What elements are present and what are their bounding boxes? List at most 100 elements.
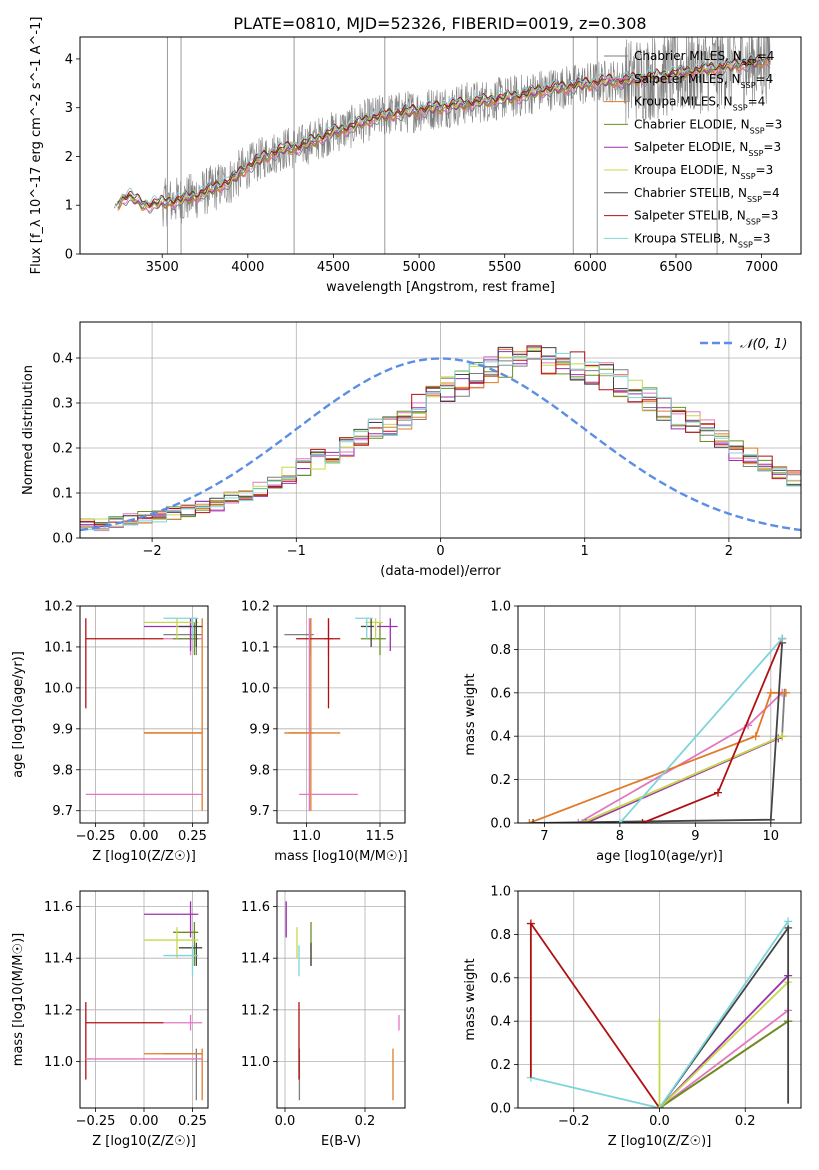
y-tick-label: 0.4 [52, 352, 73, 367]
x-tick-label: 0.2 [735, 1114, 756, 1129]
histogram-chabrier-miles [80, 346, 801, 528]
weight-line [530, 922, 661, 1108]
y-tick-label: 0.0 [52, 532, 73, 547]
plot-content [85, 617, 203, 811]
x-tick-label: 0 [436, 544, 444, 559]
x-tick-label: −0.25 [76, 1114, 116, 1129]
plot-area: 3500 4000 4500 5000 5500 6000 6500 7000 0 1 2 3 4 wav… [11, 17, 802, 1149]
axes-frame [276, 890, 406, 1109]
y-tick-label: 0.1 [52, 487, 73, 502]
legend-count: =3 [753, 231, 771, 245]
y-tick-label: 11.6 [44, 900, 73, 915]
legend-entry: Salpeter MILES, NSSP=4 [634, 72, 773, 90]
y-axis-label: Flux [f_λ 10^-17 erg cm^-2 s^-1 A^-1] [29, 17, 44, 275]
axes-frame [79, 36, 802, 255]
x-tick-label: 0.00 [130, 1114, 159, 1129]
weight-line [619, 637, 783, 823]
weight-line [658, 981, 789, 1108]
weight-line [658, 1009, 789, 1108]
x-tick-label: 10 [763, 829, 780, 844]
model-line-salpeter-stelib [117, 55, 771, 207]
x-tick-label: 7 [540, 829, 548, 844]
legend-subscript: SSP [750, 126, 765, 135]
weight-marker [784, 917, 793, 926]
plot-content [284, 617, 398, 811]
y-tick-label: 0.3 [52, 397, 73, 412]
plot-content [526, 917, 793, 1108]
y-tick-label: 4 [65, 52, 73, 67]
y-tick-label: 9.7 [52, 804, 73, 819]
x-axis-label: age [log10(age/yr)] [596, 849, 723, 864]
y-tick-label: 1.0 [490, 885, 511, 900]
y-tick-label: 0.8 [490, 643, 511, 658]
plot-content [285, 901, 400, 1101]
weight-marker [638, 819, 647, 823]
y-tick-label: 3 [65, 101, 73, 116]
legend-entry: Chabrier MILES, NSSP=4 [634, 49, 774, 67]
x-axis-label: wavelength [Angstrom, rest frame] [326, 280, 555, 295]
x-tick-label: −2 [143, 544, 162, 559]
x-tick-label: 5000 [403, 260, 436, 275]
weight-marker [529, 819, 538, 823]
weight-line [528, 691, 786, 823]
figure-title: PLATE=0810, MJD=52326, FIBERID=0019, z=0… [233, 14, 646, 33]
histogram-salpeter-stelib [80, 345, 801, 526]
histogram-kroupa-stelib [80, 352, 801, 531]
legend-subscript: SSP [748, 149, 763, 158]
x-axis-label: mass [log10(M/M☉)] [274, 849, 407, 864]
x-tick-label: 11.0 [292, 829, 321, 844]
y-tick-label: 9.8 [52, 763, 73, 778]
histogram-chabrier-elodie [80, 350, 801, 525]
x-tick-label: −0.2 [558, 1114, 590, 1129]
y-tick-label: 10.2 [44, 600, 73, 615]
x-tick-label: 0.25 [178, 829, 207, 844]
x-tick-label: −1 [287, 544, 306, 559]
x-tick-label: 0.25 [178, 1114, 207, 1129]
weight-marker [581, 819, 590, 823]
y-tick-label: 9.9 [249, 722, 270, 737]
x-axis-label: Z [log10(Z/Z☉)] [608, 1134, 712, 1149]
weight-line [585, 692, 786, 823]
y-tick-label: 0.8 [490, 928, 511, 943]
legend-entry: Kroupa ELODIE, NSSP=3 [634, 163, 773, 181]
y-tick-label: 0.0 [490, 1102, 511, 1117]
y-tick-label: 11.6 [241, 900, 270, 915]
y-tick-label: 11.4 [241, 952, 270, 967]
histogram-kroupa-miles [80, 348, 801, 530]
axes-massweight-vs-Z: −0.2 0.0 0.2 0.0 0.2 0.4 0.6 0.8 1.0 Z [log10(Z/Z… [463, 885, 802, 1149]
legend-count: =4 [748, 95, 766, 109]
model-line-kroupa-stelib [117, 53, 771, 205]
x-tick-label: −0.25 [76, 829, 116, 844]
y-axis-label: mass weight [463, 673, 478, 755]
legend-entry: Salpeter ELODIE, NSSP=3 [634, 140, 781, 158]
y-axis-label: mass [log10(M/M☉)] [11, 933, 26, 1066]
y-tick-label: 10.0 [44, 681, 73, 696]
y-tick-label: 0.6 [490, 971, 511, 986]
legend-subscript: SSP [742, 58, 757, 67]
legend-subscript: SSP [738, 240, 753, 249]
x-tick-label: 0.2 [355, 1114, 376, 1129]
x-tick-label: 1 [581, 544, 589, 559]
axes-mass-vs-EBV: 0.0 0.2 11.0 11.2 11.4 11.6 E(B-V) [241, 890, 406, 1149]
x-tick-label: 0.0 [649, 1114, 670, 1129]
histogram-legend: 𝒩(0, 1) [700, 337, 787, 352]
y-tick-label: 0.6 [490, 686, 511, 701]
y-tick-label: 0.4 [490, 730, 511, 745]
y-tick-label: 0.0 [490, 817, 511, 832]
weight-marker [751, 732, 760, 741]
legend-entry: Salpeter STELIB, NSSP=3 [634, 209, 778, 227]
plot-content [85, 901, 203, 1101]
y-tick-label: 10.2 [241, 600, 270, 615]
legend-count: =3 [763, 140, 781, 154]
axes-age-vs-Z: −0.25 0.00 0.25 9.7 9.8 9.9 10.0 10.1 10.2 Z [log… [11, 600, 209, 864]
legend-count: =3 [761, 209, 779, 223]
axes-frame [517, 605, 802, 824]
weight-marker [778, 634, 787, 643]
legend-subscript: SSP [741, 172, 756, 181]
axes-frame [276, 605, 406, 824]
weight-marker [766, 688, 775, 697]
weight-marker [525, 819, 534, 823]
x-tick-label: 2 [725, 544, 733, 559]
y-tick-label: 10.1 [44, 640, 73, 655]
